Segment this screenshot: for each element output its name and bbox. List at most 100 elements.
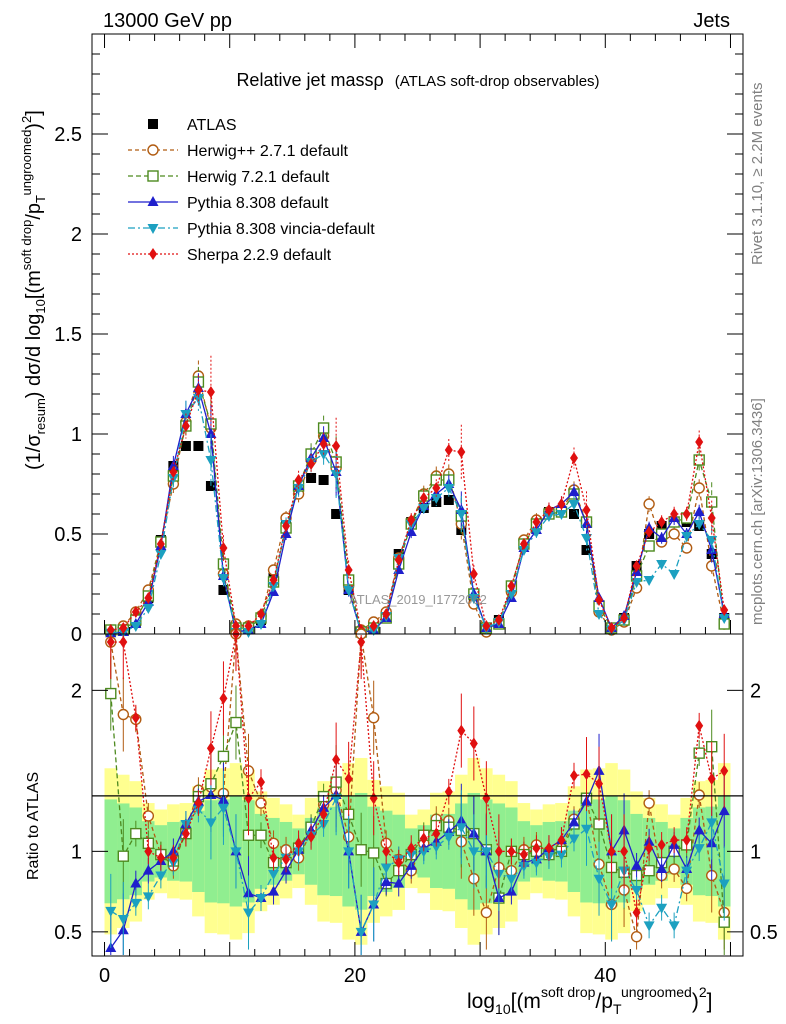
legend-label: Herwig 7.2.1 default	[187, 169, 330, 186]
legend-label: Pythia 8.308 default	[187, 195, 329, 212]
ratio-point	[294, 837, 303, 850]
ratio-point	[244, 792, 253, 805]
data-point	[181, 420, 190, 432]
data-point	[268, 582, 280, 592]
ratio-point	[194, 797, 203, 810]
data-point	[418, 504, 430, 514]
data-point	[656, 560, 668, 570]
ratio-point	[581, 824, 593, 835]
data-point	[693, 482, 705, 494]
series-0	[105, 441, 730, 637]
ratio-point	[532, 842, 541, 855]
data-point	[419, 492, 428, 504]
data-point	[306, 473, 317, 483]
ratio-point	[430, 842, 442, 853]
mcplots-label: mcplots.cern.ch [arXiv:1306.3436]	[749, 398, 766, 625]
data-point	[432, 482, 441, 494]
ratio-point	[444, 785, 453, 798]
ratio-point	[468, 847, 480, 858]
ratio-point	[130, 898, 142, 909]
legend-label: ATLAS	[187, 117, 237, 134]
legend-marker	[147, 224, 159, 234]
ratio-point	[568, 834, 580, 845]
data-point	[318, 450, 330, 460]
data-point	[670, 508, 679, 520]
ratio-point	[117, 850, 129, 862]
ratio-point	[242, 908, 254, 919]
legend-marker	[149, 248, 157, 260]
data-point	[693, 520, 705, 530]
ratio-tick-label-right: 1	[750, 841, 761, 863]
data-point	[682, 508, 691, 520]
ratio-point	[255, 829, 267, 841]
ratio-point	[707, 772, 716, 785]
ratio-point	[230, 716, 242, 729]
data-point	[595, 594, 604, 606]
y-tick-label: 1	[71, 424, 82, 446]
ratio-series-4	[106, 628, 729, 926]
x-tick-label: 40	[594, 965, 616, 987]
ratio-point	[255, 894, 267, 905]
legend-entry: Herwig++ 2.7.1 default	[128, 143, 349, 160]
process-label: 13000 GeV pp	[103, 10, 232, 32]
data-point	[155, 550, 167, 560]
data-point	[668, 528, 680, 540]
ratio-point	[544, 842, 553, 855]
data-point	[194, 384, 203, 396]
analysis-watermark: ATLAS_2019_I1772062	[349, 592, 487, 607]
data-point	[405, 526, 417, 536]
data-point	[343, 586, 355, 596]
x-tick-label: 20	[344, 965, 366, 987]
ratio-point	[693, 747, 705, 759]
jets-label: Jets	[693, 10, 730, 32]
ratio-point	[367, 847, 380, 859]
data-point	[344, 564, 353, 576]
data-point	[217, 574, 229, 584]
ratio-point	[643, 797, 655, 809]
data-point	[319, 438, 328, 450]
plot-title-sub: (ATLAS soft-drop observables)	[395, 73, 600, 90]
data-point	[192, 394, 204, 404]
data-point	[142, 604, 154, 614]
data-point	[494, 614, 503, 626]
ratio-point	[343, 847, 355, 858]
data-point	[455, 510, 467, 520]
data-point	[169, 466, 178, 478]
ratio-point	[380, 875, 392, 886]
ratio-point	[693, 844, 705, 855]
legend-label: Herwig++ 2.7.1 default	[187, 143, 349, 160]
ratio-point	[582, 768, 591, 781]
ratio-y-axis-label: Ratio to ATLAS	[25, 772, 42, 880]
data-point	[693, 506, 705, 516]
data-point	[242, 628, 254, 638]
ratio-point	[631, 859, 643, 870]
ratio-point	[369, 792, 378, 805]
data-point	[720, 604, 729, 616]
data-point	[282, 520, 291, 532]
ratio-point	[480, 906, 493, 919]
legend-marker	[147, 144, 159, 156]
ratio-point	[142, 810, 155, 822]
ratio-point	[156, 851, 165, 864]
data-point	[130, 622, 142, 632]
ratio-point	[144, 845, 153, 858]
data-point	[394, 554, 403, 566]
data-point	[568, 486, 580, 496]
ratio-tick-label: 1	[71, 841, 82, 863]
data-point	[430, 494, 442, 504]
ratio-point	[718, 879, 730, 890]
ratio-point	[307, 830, 316, 843]
data-point	[657, 516, 666, 528]
data-point	[482, 620, 491, 632]
y-tick-label: 1.5	[54, 324, 82, 346]
data-point	[443, 484, 455, 494]
data-point	[206, 386, 215, 398]
ratio-point	[217, 750, 230, 763]
ratio-point	[432, 827, 441, 840]
data-point	[581, 534, 593, 544]
legend-marker	[147, 170, 159, 182]
ratio-point	[668, 863, 680, 875]
data-point	[582, 504, 591, 516]
data-point	[544, 504, 553, 516]
ratio-point	[507, 845, 516, 858]
